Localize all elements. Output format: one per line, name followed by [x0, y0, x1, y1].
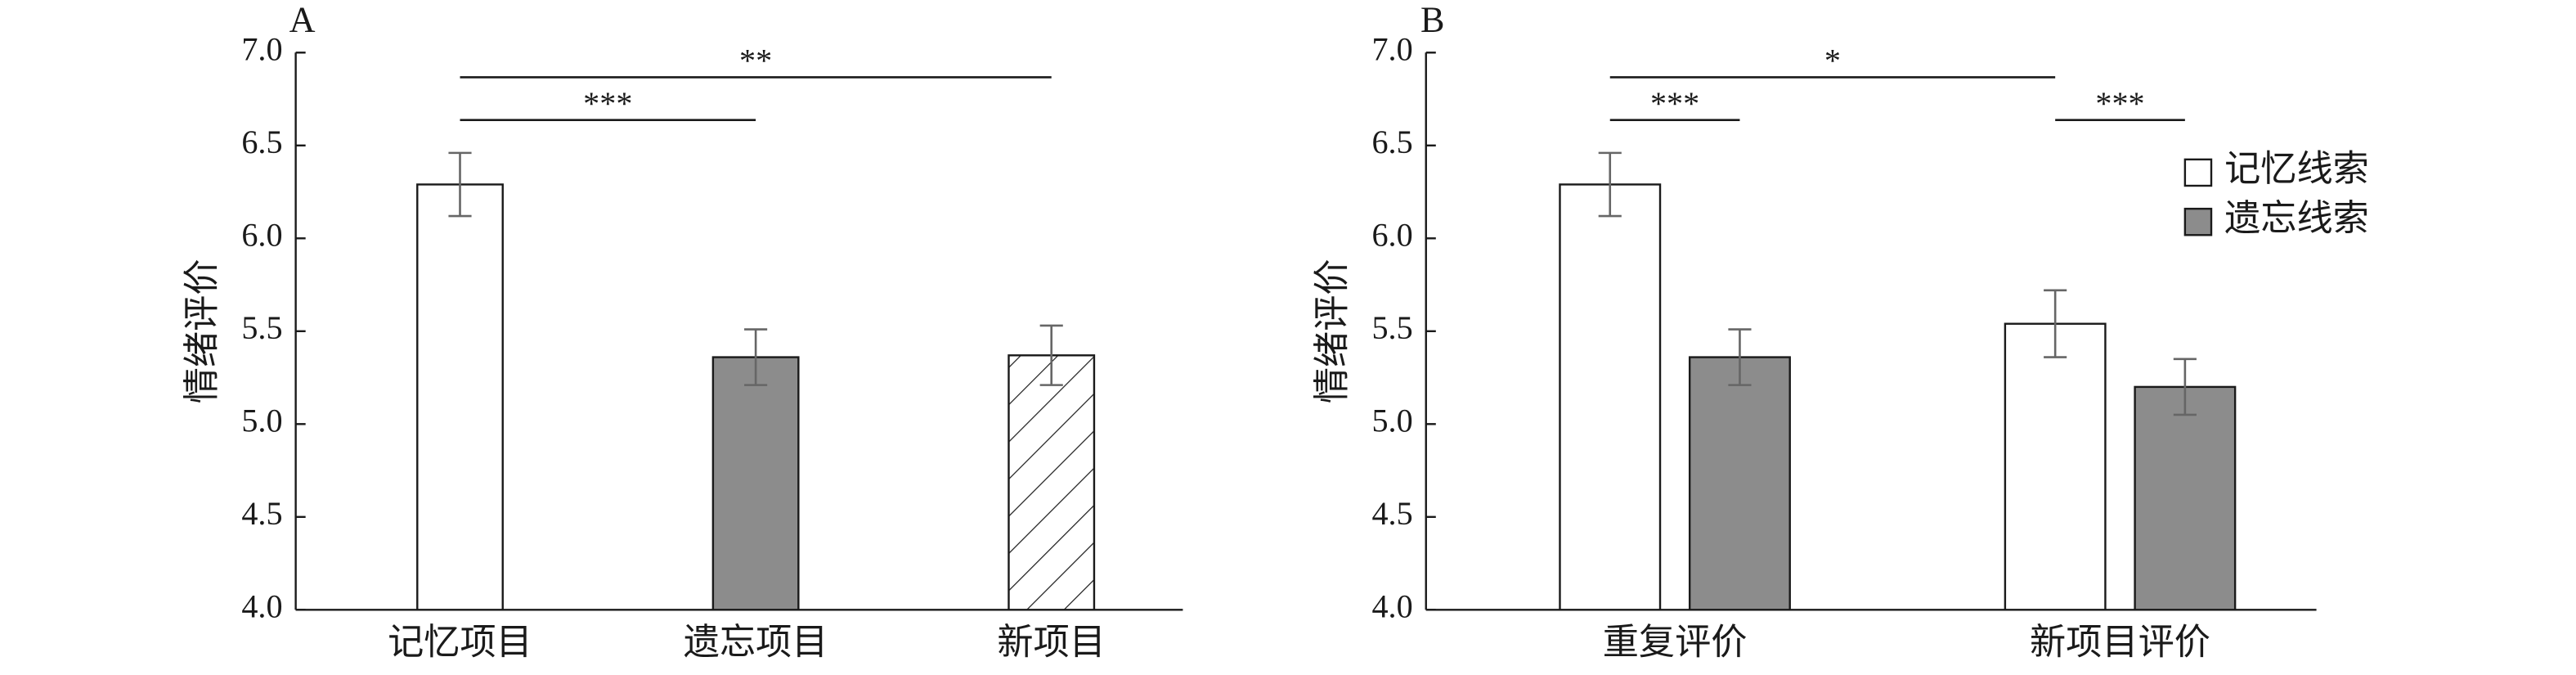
- y-tick-label: 7.0: [241, 31, 282, 68]
- y-tick-label: 5.0: [1371, 403, 1412, 439]
- y-tick-label: 5.5: [241, 309, 282, 346]
- y-axis-label: 情绪评价: [182, 259, 222, 403]
- bar: [2004, 322, 2107, 611]
- bar: [1559, 183, 1662, 611]
- bar: [416, 183, 504, 611]
- y-tick-label: 5.5: [1371, 309, 1412, 346]
- y-tick-label: 6.0: [1371, 217, 1412, 254]
- legend-swatch: [2183, 158, 2213, 187]
- significance-label: *: [1824, 43, 1841, 79]
- significance-label: ***: [583, 85, 632, 122]
- bar: [711, 356, 800, 611]
- y-tick-label: 4.5: [241, 495, 282, 532]
- significance-label: ***: [2095, 85, 2144, 122]
- legend-label: 遗忘线索: [2224, 198, 2369, 238]
- legend-label: 记忆线索: [2224, 149, 2369, 189]
- y-tick-label: 7.0: [1371, 31, 1412, 68]
- panel-label: B: [1420, 0, 1444, 39]
- significance-label: ***: [1650, 85, 1699, 122]
- bar: [1688, 356, 1791, 611]
- y-tick-label: 6.0: [241, 217, 282, 254]
- y-tick-label: 6.5: [1371, 124, 1412, 160]
- y-tick-label: 4.0: [241, 588, 282, 625]
- panel-label: A: [289, 0, 316, 39]
- y-tick-label: 5.0: [241, 403, 282, 439]
- x-tick-label: 遗忘项目: [684, 623, 828, 663]
- significance-label: **: [739, 43, 772, 79]
- y-tick-label: 6.5: [241, 124, 282, 160]
- x-tick-label: 新项目评价: [2030, 623, 2210, 663]
- x-tick-label: 新项目: [997, 623, 1106, 663]
- legend-swatch: [2183, 207, 2213, 236]
- bar: [1008, 354, 1096, 611]
- y-tick-label: 4.0: [1371, 588, 1412, 625]
- x-tick-label: 重复评价: [1603, 623, 1748, 663]
- x-tick-label: 记忆项目: [388, 623, 532, 663]
- y-tick-label: 4.5: [1371, 495, 1412, 532]
- y-axis-label: 情绪评价: [1312, 259, 1352, 403]
- bar: [2134, 385, 2237, 611]
